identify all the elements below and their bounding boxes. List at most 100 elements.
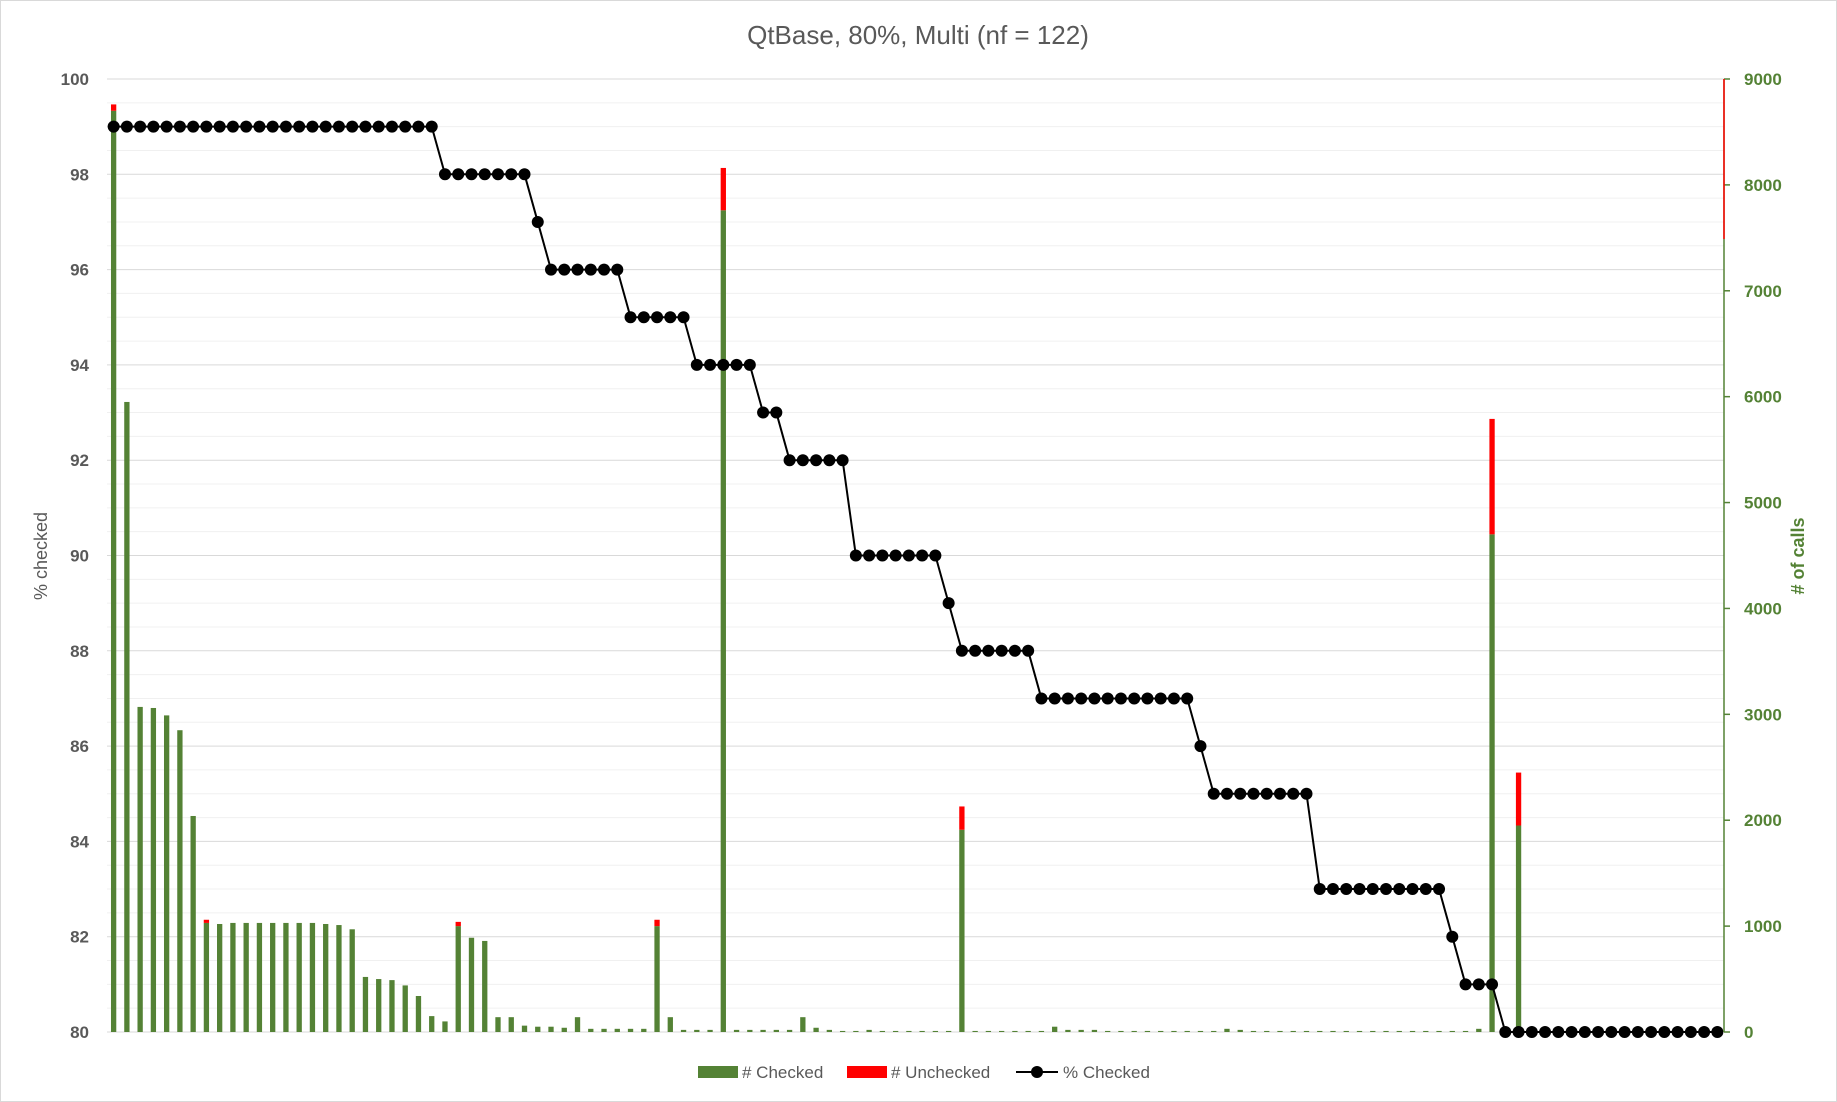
bar-checked	[442, 1021, 448, 1032]
bar-checked	[588, 1028, 594, 1032]
pct-marker	[1711, 1026, 1724, 1038]
right-tick-label: 7000	[1744, 282, 1782, 301]
pct-marker	[1101, 692, 1114, 705]
right-tick-label: 1000	[1744, 917, 1782, 936]
bar-checked	[1356, 1030, 1363, 1032]
bar-checked	[959, 829, 965, 1032]
bar-checked	[839, 1030, 846, 1032]
bar-checked	[1250, 1030, 1257, 1032]
pct-marker	[1565, 1026, 1578, 1038]
pct-marker	[346, 120, 359, 133]
pct-marker	[796, 454, 809, 467]
pct-marker	[730, 358, 743, 371]
bar-checked	[1462, 1030, 1469, 1032]
bar-checked	[1476, 1028, 1482, 1032]
pct-marker	[704, 358, 717, 371]
bar-checked	[468, 937, 475, 1032]
bar-checked	[1144, 1030, 1151, 1032]
bar-unchecked	[720, 167, 726, 211]
bar-checked	[296, 922, 302, 1032]
pct-marker	[1499, 1026, 1512, 1038]
pct-marker	[1287, 787, 1300, 800]
pct-marker	[372, 120, 385, 133]
bar-checked	[1038, 1030, 1045, 1032]
bar-checked	[760, 1029, 766, 1032]
pct-marker	[1618, 1026, 1631, 1038]
pct-marker	[1658, 1026, 1671, 1038]
pct-marker	[1446, 930, 1459, 943]
pct-marker	[1313, 883, 1326, 896]
bar-checked	[1237, 1029, 1243, 1032]
bar-checked	[217, 923, 223, 1032]
bar-checked	[362, 976, 369, 1032]
pct-marker	[1181, 692, 1194, 705]
pct-marker	[1220, 787, 1233, 800]
pct-marker	[637, 311, 650, 324]
bar-checked	[535, 1026, 541, 1032]
bar-checked	[376, 979, 382, 1032]
bar-checked	[945, 1030, 952, 1032]
pct-marker	[1273, 787, 1286, 800]
pct-marker	[107, 120, 120, 133]
pct-marker	[160, 120, 173, 133]
pct-checked-line	[107, 120, 1724, 1038]
bar-checked	[429, 1016, 435, 1032]
bar-checked	[627, 1028, 634, 1032]
left-tick-label: 100	[61, 70, 89, 89]
bar-checked	[1158, 1030, 1164, 1032]
bar-checked	[667, 1017, 673, 1032]
left-tick-label: 94	[70, 356, 89, 375]
pct-marker	[266, 120, 279, 133]
pct-marker	[226, 120, 239, 133]
bar-checked	[1025, 1030, 1031, 1032]
bar-checked	[1224, 1028, 1230, 1032]
pct-marker	[598, 263, 611, 276]
y-axis-title-right: # of calls	[1788, 517, 1808, 594]
bar-checked	[1065, 1029, 1071, 1032]
bar-checked	[1489, 534, 1495, 1032]
pct-marker	[1207, 787, 1220, 800]
pct-marker	[319, 120, 332, 133]
bar-checked	[1105, 1030, 1111, 1032]
bar-checked	[654, 926, 660, 1032]
pct-marker	[849, 549, 862, 562]
pct-marker	[1022, 644, 1035, 657]
pct-marker	[1088, 692, 1101, 705]
bar-checked	[1317, 1030, 1323, 1032]
bar-checked	[309, 922, 316, 1032]
pct-marker	[1128, 692, 1141, 705]
bar-checked	[150, 707, 157, 1032]
bar-checked	[1091, 1029, 1098, 1032]
bar-checked	[1423, 1030, 1429, 1032]
pct-marker	[399, 120, 412, 133]
bar-checked	[1012, 1030, 1018, 1032]
bar-checked	[190, 815, 196, 1032]
bar-checked	[800, 1017, 806, 1032]
pct-marker	[611, 263, 624, 276]
pct-marker	[1419, 883, 1432, 896]
bar-checked	[1383, 1030, 1389, 1032]
right-tick-label: 3000	[1744, 705, 1782, 724]
bar-checked	[389, 980, 395, 1032]
bar-checked	[972, 1030, 978, 1032]
pct-marker	[438, 168, 451, 181]
bar-checked	[707, 1029, 713, 1032]
pct-marker	[545, 263, 558, 276]
pct-marker	[810, 454, 823, 467]
pct-marker	[558, 263, 571, 276]
bar-unchecked	[959, 806, 965, 830]
pct-marker	[624, 311, 637, 324]
pct-marker	[584, 263, 597, 276]
pct-marker	[213, 120, 226, 133]
pct-marker	[1552, 1026, 1565, 1038]
right-tick-label: 9000	[1744, 70, 1782, 89]
bar-checked	[1409, 1030, 1416, 1032]
bar-checked	[1277, 1030, 1283, 1032]
left-tick-label: 80	[70, 1023, 89, 1042]
pct-marker	[359, 120, 372, 133]
right-axis: 0 1000 2000 3000 4000 5000 6000 7000 8000 9000	[1723, 70, 1782, 1042]
bar-checked	[323, 923, 329, 1032]
bar-checked	[601, 1028, 607, 1032]
pct-marker	[902, 549, 915, 562]
